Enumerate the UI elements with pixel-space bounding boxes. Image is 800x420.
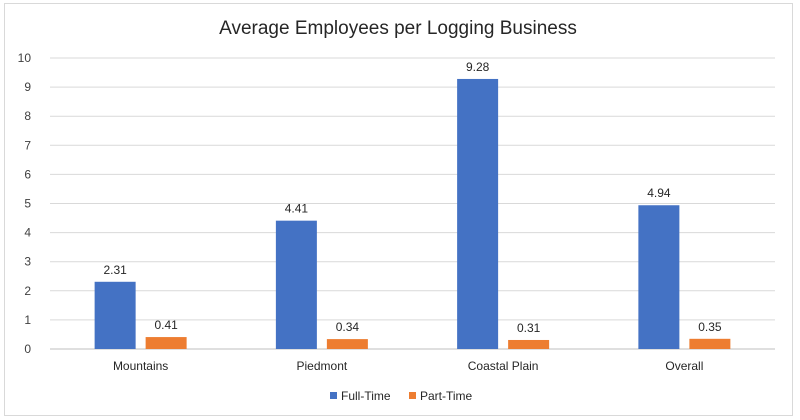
- y-axis-tick-labels: 0 1 2 3 4 5 6 7 8 9 10: [18, 51, 32, 356]
- data-label: 4.94: [647, 186, 671, 200]
- legend-label: Part-Time: [420, 389, 473, 403]
- bar-part-time: [145, 337, 187, 349]
- y-tick-label: 6: [24, 167, 31, 181]
- y-tick-label: 1: [24, 313, 31, 327]
- bar-full-time: [94, 281, 136, 349]
- data-labels: 2.31 0.41 4.41 0.34 9.28 0.31 4.94 0.35: [103, 60, 721, 335]
- legend-swatch: [409, 392, 416, 399]
- legend: Full-Time Part-Time: [330, 389, 473, 403]
- x-tick-label: Coastal Plain: [468, 359, 539, 373]
- x-axis-category-labels: Mountains Piedmont Coastal Plain Overall: [113, 359, 703, 373]
- bar-part-time: [508, 339, 550, 349]
- data-label: 4.41: [285, 202, 309, 216]
- legend-swatch: [330, 392, 337, 399]
- data-label: 9.28: [466, 60, 490, 74]
- legend-label: Full-Time: [341, 389, 391, 403]
- bar-full-time: [638, 205, 680, 349]
- y-tick-label: 10: [18, 51, 32, 65]
- data-label: 0.34: [336, 320, 360, 334]
- bar-full-time: [457, 78, 499, 350]
- y-tick-label: 3: [24, 255, 31, 269]
- y-tick-label: 8: [24, 109, 31, 123]
- bars: [94, 78, 731, 350]
- data-label: 0.35: [698, 320, 722, 334]
- data-label: 0.41: [154, 318, 178, 332]
- bar-part-time: [689, 338, 731, 349]
- y-tick-label: 4: [24, 226, 31, 240]
- x-tick-label: Overall: [665, 359, 703, 373]
- y-tick-label: 5: [24, 197, 31, 211]
- y-tick-label: 2: [24, 284, 31, 298]
- bar-part-time: [326, 339, 368, 349]
- x-tick-label: Mountains: [113, 359, 168, 373]
- chart-title: Average Employees per Logging Business: [219, 18, 577, 39]
- data-label: 2.31: [103, 263, 127, 277]
- data-label: 0.31: [517, 321, 541, 335]
- y-tick-label: 7: [24, 138, 31, 152]
- x-tick-label: Piedmont: [297, 359, 348, 373]
- y-tick-label: 9: [24, 80, 31, 94]
- y-tick-label: 0: [24, 342, 31, 356]
- bar-full-time: [275, 220, 317, 349]
